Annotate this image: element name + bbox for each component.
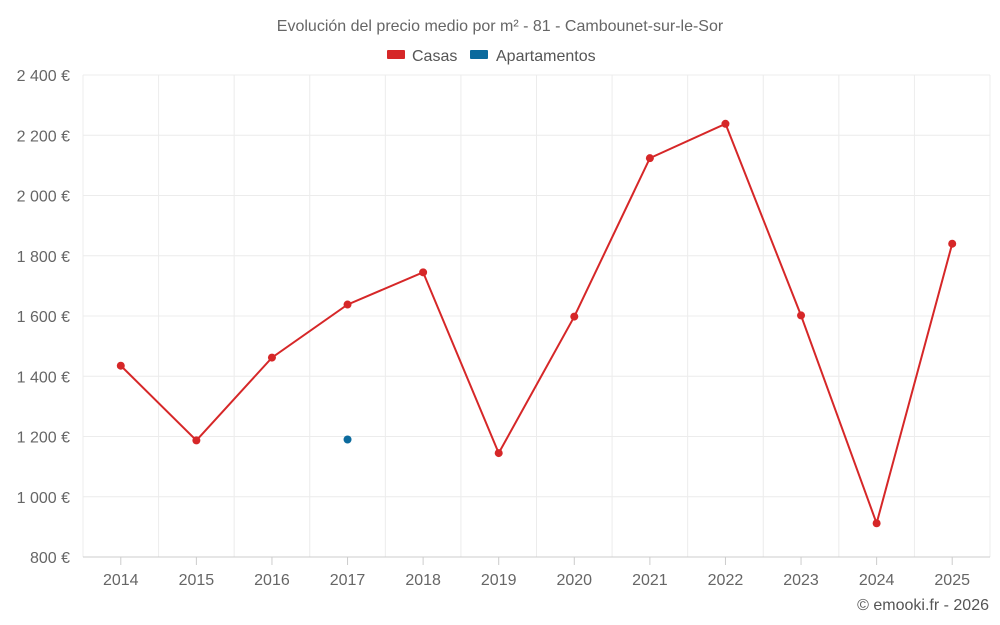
- data-point-casas[interactable]: [494, 449, 503, 458]
- y-tick-label: 1 600 €: [17, 309, 70, 326]
- credit-text: © emooki.fr - 2026: [857, 597, 989, 614]
- y-axis: 800 € 1 000 € 1 200 € 1 400 € 1 600 € 1 800 €…: [17, 68, 70, 567]
- x-tick-label: 2020: [556, 572, 592, 589]
- series-apartamentos: [343, 435, 352, 444]
- x-axis: 2014 2015 2016 2017 2018 2019 2020 2021 2022 2023…: [83, 556, 990, 589]
- x-tick-label: 2017: [330, 572, 366, 589]
- data-point-casas[interactable]: [116, 361, 125, 370]
- series-line-casas: [120, 122, 954, 527]
- x-tick-label: 2018: [405, 572, 441, 589]
- x-tick-label: 2015: [179, 572, 215, 589]
- y-tick-label: 2 200 €: [17, 128, 70, 145]
- x-tick-label: 2019: [481, 572, 517, 589]
- x-tick-label: 2016: [254, 572, 290, 589]
- x-tick-label: 2024: [859, 572, 895, 589]
- x-tick-label: 2023: [783, 572, 819, 589]
- legend-label-apartamentos: Apartamentos: [496, 48, 596, 65]
- data-point-casas[interactable]: [948, 239, 957, 248]
- y-tick-label: 800 €: [30, 550, 70, 567]
- y-tick-label: 2 000 €: [17, 189, 70, 206]
- x-tick-label: 2022: [708, 572, 744, 589]
- y-tick-label: 1 000 €: [17, 490, 70, 507]
- data-point-casas[interactable]: [419, 268, 428, 277]
- data-point-casas[interactable]: [872, 519, 881, 528]
- legend-swatch-apartamentos: [470, 50, 488, 59]
- data-point-casas[interactable]: [797, 311, 806, 320]
- data-point-casas[interactable]: [645, 154, 654, 163]
- legend-label-casas: Casas: [412, 48, 457, 65]
- data-point-casas[interactable]: [570, 312, 579, 321]
- chart-title: Evolución del precio medio por m² - 81 -…: [277, 18, 724, 35]
- data-point-casas[interactable]: [721, 119, 730, 128]
- grid: [82, 74, 991, 557]
- legend-item-casas[interactable]: Casas: [387, 48, 457, 65]
- series-casas: [116, 119, 957, 528]
- y-tick-label: 1 400 €: [17, 369, 70, 386]
- data-point-casas[interactable]: [343, 300, 352, 309]
- x-tick-label: 2025: [934, 572, 970, 589]
- y-tick-label: 2 400 €: [17, 68, 70, 85]
- data-point-casas[interactable]: [192, 436, 201, 445]
- data-point-apartamentos[interactable]: [343, 435, 352, 444]
- legend-item-apartamentos[interactable]: Apartamentos: [470, 48, 596, 65]
- y-tick-label: 1 200 €: [17, 430, 70, 447]
- y-tick-label: 1 800 €: [17, 249, 70, 266]
- series: [116, 119, 957, 528]
- x-tick-label: 2014: [103, 572, 139, 589]
- legend: Casas Apartamentos: [387, 48, 596, 65]
- x-tick-label: 2021: [632, 572, 668, 589]
- data-point-casas[interactable]: [267, 353, 276, 362]
- legend-swatch-casas: [387, 50, 405, 59]
